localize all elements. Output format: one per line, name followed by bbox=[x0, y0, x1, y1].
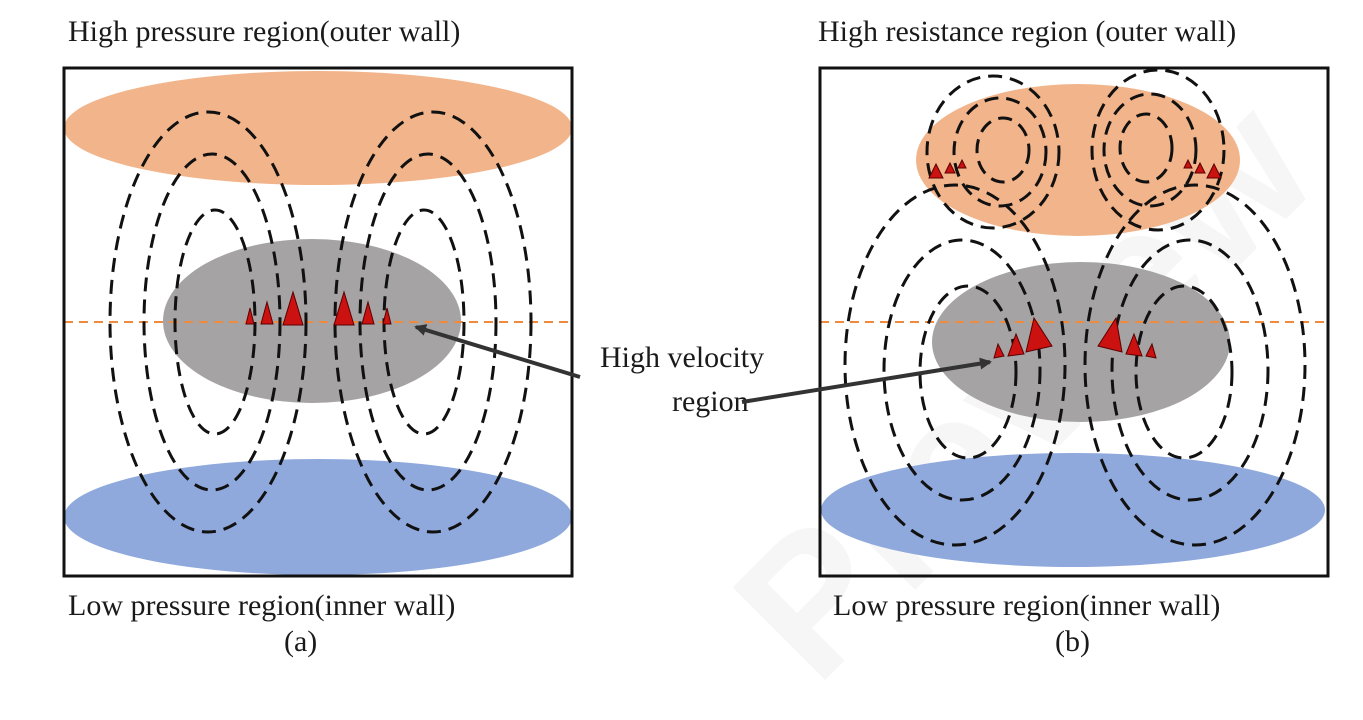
panel-a-top-label: High pressure region(outer wall) bbox=[68, 15, 461, 48]
panel-b-streamline-right-inner bbox=[1134, 284, 1234, 460]
panel-b-frame bbox=[818, 66, 1330, 578]
panel-b-vortex-left-outer bbox=[925, 74, 1061, 230]
panel-b-vortex-right-middle bbox=[1102, 92, 1198, 208]
panel-a-velocity-arrow bbox=[382, 307, 392, 325]
panel-a-frame bbox=[62, 66, 574, 578]
panel-b-streamline-left-middle bbox=[882, 238, 1042, 502]
annotation-pointer-a bbox=[414, 324, 581, 379]
panel-a-high-pressure-region bbox=[64, 71, 572, 185]
panel-a-streamline-left-middle bbox=[142, 152, 282, 492]
panel-b-velocity-arrow bbox=[957, 158, 967, 169]
panel-a-velocity-arrow bbox=[260, 300, 274, 325]
panel-b-vortex-right-outer bbox=[1090, 68, 1226, 232]
panel-b-streamline-left-inner bbox=[918, 284, 1018, 460]
annotation-pointer-b bbox=[741, 357, 992, 404]
panel-a-streamlines bbox=[108, 110, 533, 534]
panel-b-caption: (b) bbox=[1055, 625, 1090, 658]
panel-b-velocity-arrow bbox=[1025, 316, 1053, 353]
panel-b-velocity-arrow bbox=[944, 161, 956, 174]
panel-a-streamline-left-inner bbox=[173, 208, 257, 436]
panel-b-velocity-arrows bbox=[928, 158, 1222, 359]
panel-b-vortex-right-inner bbox=[1118, 112, 1174, 184]
panel-b-velocity-arrow bbox=[1206, 162, 1222, 179]
annotation-line-2: region bbox=[672, 385, 749, 418]
panel-a-velocity-arrow bbox=[361, 300, 375, 325]
panel-b-low-pressure-region bbox=[821, 453, 1325, 567]
panel-b-streamline-left-outer bbox=[843, 183, 1067, 547]
panel-a-velocity-arrows bbox=[245, 290, 392, 326]
panel-b-velocity-arrow bbox=[1097, 316, 1123, 353]
panel-b-velocity-arrow bbox=[1194, 161, 1206, 174]
panel-a bbox=[62, 66, 574, 578]
panel-a-velocity-arrow bbox=[333, 290, 355, 326]
panel-a-velocity-arrow bbox=[282, 290, 304, 326]
panel-b-vortex-left-middle bbox=[952, 96, 1048, 208]
panel-b-streamline-right-middle bbox=[1110, 238, 1270, 502]
panel-b-velocity-arrow bbox=[1145, 342, 1157, 359]
panel-b-velocity-arrow bbox=[1183, 158, 1193, 169]
panel-b-velocity-arrow bbox=[993, 342, 1005, 359]
panel-b-vortex-left-inner bbox=[975, 116, 1031, 184]
panel-b bbox=[818, 66, 1330, 578]
panel-a-streamline-right-middle bbox=[358, 152, 498, 492]
panel-a-low-pressure-region bbox=[64, 459, 572, 575]
panel-b-bottom-label: Low pressure region(inner wall) bbox=[833, 589, 1221, 622]
panel-b-velocity-arrow bbox=[928, 162, 944, 179]
panel-a-velocity-arrow bbox=[245, 307, 255, 325]
panel-a-streamline-left-outer bbox=[108, 110, 308, 534]
panel-b-velocity-arrow bbox=[1125, 332, 1143, 357]
panel-b-streamlines bbox=[843, 68, 1307, 547]
panel-b-streamline-right-outer bbox=[1083, 183, 1307, 547]
panel-a-caption: (a) bbox=[284, 625, 318, 658]
panel-b-high-resistance-region bbox=[916, 84, 1240, 236]
panel-a-bottom-label: Low pressure region(inner wall) bbox=[68, 589, 456, 622]
panel-b-top-label: High resistance region (outer wall) bbox=[818, 15, 1237, 48]
annotation-line-1: High velocity bbox=[600, 341, 765, 374]
panel-a-streamline-right-outer bbox=[333, 110, 533, 534]
panel-b-velocity-arrow bbox=[1007, 332, 1025, 357]
flow-diagram bbox=[62, 66, 1330, 578]
